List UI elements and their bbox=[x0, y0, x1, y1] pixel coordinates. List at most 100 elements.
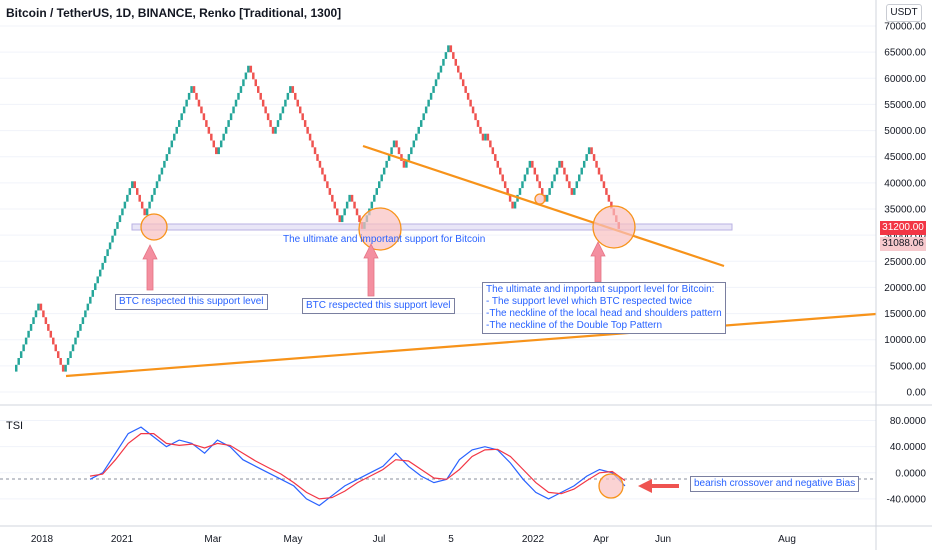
renko-brick bbox=[573, 188, 576, 195]
price-tick-label: 0.00 bbox=[907, 388, 927, 399]
price-tick-label: 70000.00 bbox=[884, 22, 926, 33]
renko-brick bbox=[528, 160, 532, 168]
renko-brick bbox=[464, 86, 467, 93]
renko-brick bbox=[170, 140, 174, 148]
renko-brick bbox=[605, 188, 608, 195]
renko-brick bbox=[47, 324, 50, 331]
renko-brick bbox=[116, 222, 119, 229]
renko-brick bbox=[192, 86, 196, 93]
renko-brick bbox=[222, 133, 225, 141]
renko-brick bbox=[224, 126, 228, 134]
renko-brick bbox=[158, 174, 161, 182]
price-tick-label: 15000.00 bbox=[884, 309, 926, 320]
renko-brick bbox=[439, 65, 443, 73]
renko-brick bbox=[42, 310, 45, 318]
annotation-note-mid: BTC respected this support level bbox=[302, 298, 455, 314]
renko-brick bbox=[461, 79, 465, 87]
annotation-arrow bbox=[590, 241, 606, 283]
renko-brick bbox=[217, 147, 220, 155]
renko-brick bbox=[540, 188, 544, 195]
renko-brick bbox=[424, 106, 428, 114]
renko-brick bbox=[274, 126, 277, 134]
renko-brick bbox=[234, 99, 238, 107]
renko-brick bbox=[538, 181, 541, 189]
renko-brick bbox=[106, 249, 109, 257]
renko-brick bbox=[168, 147, 171, 155]
renko-brick bbox=[279, 113, 282, 121]
renko-brick bbox=[466, 92, 470, 100]
renko-brick bbox=[291, 86, 295, 93]
renko-brick bbox=[570, 188, 574, 195]
renko-brick bbox=[452, 52, 455, 59]
support-touch-circle bbox=[592, 205, 636, 249]
renko-brick bbox=[311, 140, 314, 148]
renko-brick bbox=[296, 99, 299, 107]
renko-brick bbox=[548, 188, 551, 195]
renko-brick bbox=[331, 194, 334, 202]
renko-brick bbox=[266, 113, 270, 121]
renko-brick bbox=[479, 126, 482, 134]
renko-brick bbox=[459, 72, 462, 80]
renko-brick bbox=[491, 147, 495, 155]
renko-brick bbox=[506, 188, 509, 195]
renko-brick bbox=[373, 194, 376, 202]
renko-brick bbox=[294, 92, 297, 100]
renko-brick bbox=[219, 140, 223, 148]
renko-brick bbox=[185, 99, 188, 107]
time-axis: 2018 2021 Mar May Jul 5 2022 Apr Jun Aug bbox=[31, 534, 796, 545]
renko-brick bbox=[457, 65, 460, 73]
renko-brick bbox=[227, 120, 230, 127]
renko-brick bbox=[212, 140, 216, 148]
renko-brick bbox=[395, 140, 398, 148]
price-tick-label: 35000.00 bbox=[884, 205, 926, 216]
chart-title: Bitcoin / TetherUS, 1D, BINANCE, Renko [… bbox=[6, 6, 342, 20]
annotation-note-left: BTC respected this support level bbox=[115, 294, 268, 310]
annotation-arrow bbox=[638, 479, 679, 493]
tsi-label: TSI bbox=[6, 420, 24, 432]
renko-brick bbox=[150, 194, 154, 202]
descending-trendline bbox=[362, 144, 725, 268]
renko-brick bbox=[136, 188, 139, 195]
renko-brick bbox=[281, 106, 285, 114]
currency-button[interactable]: USDT bbox=[886, 4, 922, 22]
renko-brick bbox=[526, 167, 529, 175]
renko-brick bbox=[79, 324, 82, 331]
price-tick-label: 65000.00 bbox=[884, 48, 926, 59]
renko-brick bbox=[508, 194, 512, 202]
renko-brick bbox=[489, 140, 492, 148]
tsi-tick-label: 0.0000 bbox=[895, 468, 926, 479]
renko-brick bbox=[284, 99, 287, 107]
renko-brick bbox=[595, 160, 598, 168]
renko-brick bbox=[501, 174, 504, 182]
renko-brick bbox=[415, 133, 418, 141]
renko-brick bbox=[84, 310, 87, 318]
renko-brick bbox=[271, 126, 275, 134]
renko-brick bbox=[19, 351, 23, 359]
renko-brick bbox=[155, 181, 159, 189]
renko-brick bbox=[308, 133, 312, 141]
price-tick-label: 20000.00 bbox=[884, 283, 926, 294]
renko-brick bbox=[345, 201, 349, 209]
renko-brick bbox=[242, 79, 245, 87]
renko-brick bbox=[264, 106, 267, 114]
shoulder-circle bbox=[534, 193, 546, 205]
renko-brick bbox=[94, 283, 97, 291]
renko-brick bbox=[318, 160, 322, 168]
renko-brick bbox=[338, 215, 341, 223]
time-tick-label: 2022 bbox=[522, 534, 545, 545]
renko-brick bbox=[597, 167, 601, 175]
renko-brick bbox=[326, 181, 329, 189]
renko-brick bbox=[370, 201, 374, 209]
renko-brick bbox=[71, 344, 75, 352]
renko-brick bbox=[249, 65, 253, 73]
renko-brick bbox=[91, 290, 95, 297]
renko-brick bbox=[560, 160, 564, 168]
renko-brick bbox=[444, 52, 448, 59]
renko-brick bbox=[454, 58, 458, 66]
renko-brick bbox=[121, 208, 124, 216]
renko-brick bbox=[580, 167, 583, 175]
renko-brick bbox=[387, 154, 391, 161]
long-term-trendline bbox=[65, 312, 877, 378]
renko-brick bbox=[101, 262, 104, 270]
renko-brick bbox=[22, 344, 25, 352]
